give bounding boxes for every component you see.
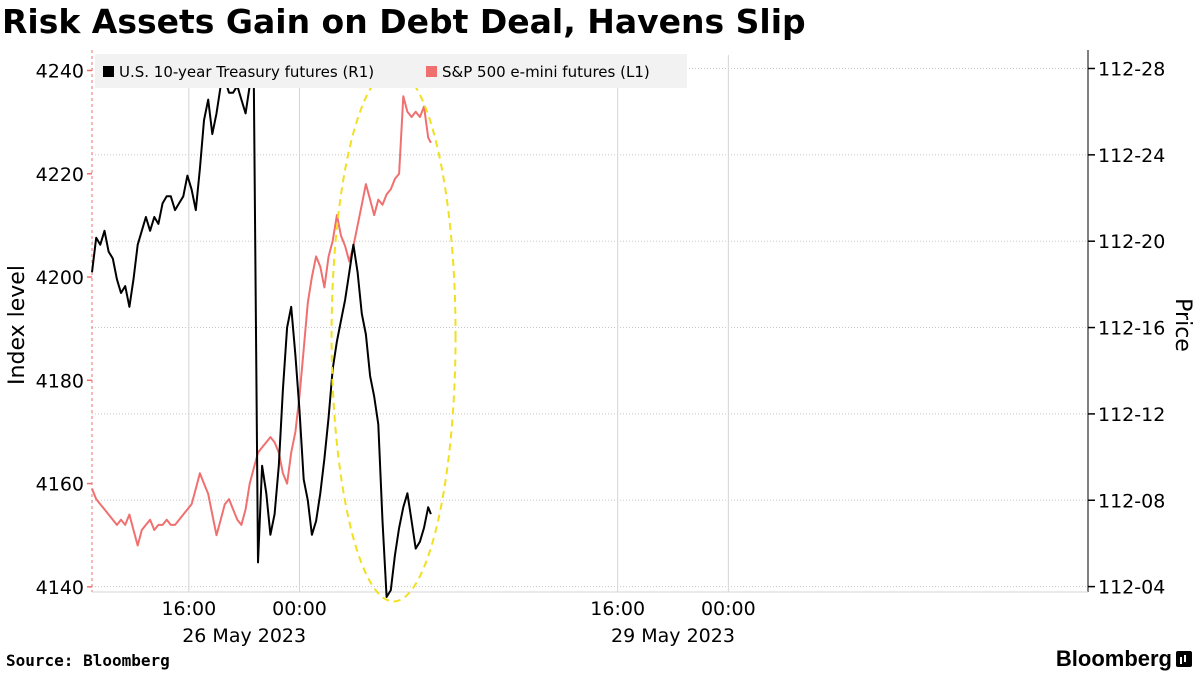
legend: U.S. 10-year Treasury futures (R1) S&P 5… xyxy=(95,54,687,88)
chart-title: Risk Assets Gain on Debt Deal, Havens Sl… xyxy=(2,2,806,41)
highlight-ellipse xyxy=(330,68,457,603)
highlight-layer xyxy=(330,68,457,603)
left-axis-label: Index level xyxy=(5,265,30,385)
left-axis-tick-label: 4140 xyxy=(36,577,84,599)
x-axis-tick-label: 00:00 xyxy=(701,598,756,620)
series-line-sp500 xyxy=(91,95,432,547)
series-line-treasury xyxy=(91,77,432,598)
x-axis-tick-label: 00:00 xyxy=(272,598,327,620)
right-axis-tick-label: 112-16 xyxy=(1098,318,1165,340)
brand-logo: Bloomberg xyxy=(1056,646,1192,672)
left-axis-tick-label: 4160 xyxy=(36,474,84,496)
x-axis-date-label: 29 May 2023 xyxy=(611,625,735,647)
brand-wordmark: Bloomberg xyxy=(1055,646,1172,671)
left-axis-tick-label: 4180 xyxy=(36,370,84,392)
x-axis-tick-label: 16:00 xyxy=(161,598,216,620)
gridlines xyxy=(92,55,1088,592)
right-axis-tick-label: 112-04 xyxy=(1098,577,1165,599)
legend-background xyxy=(95,54,687,88)
axes: 4140 4160 4180 4200 4220 4240 112-04 112-08 112-… xyxy=(36,50,1165,647)
left-axis-tick-label: 4240 xyxy=(36,60,84,82)
right-axis-label: Price xyxy=(1170,298,1195,352)
right-axis-tick-label: 112-28 xyxy=(1098,58,1165,80)
right-axis-tick-label: 112-24 xyxy=(1098,145,1165,167)
right-axis-tick-label: 112-12 xyxy=(1098,404,1165,426)
right-axis-tick-label: 112-08 xyxy=(1098,490,1165,512)
source-note: Source: Bloomberg xyxy=(6,651,170,670)
x-axis-date-label: 26 May 2023 xyxy=(182,625,306,647)
left-axis-tick-label: 4220 xyxy=(36,164,84,186)
legend-label-sp500: S&P 500 e-mini futures (L1) xyxy=(442,63,650,81)
left-axis-tick-label: 4200 xyxy=(36,267,84,289)
legend-label-treasury: U.S. 10-year Treasury futures (R1) xyxy=(119,63,374,81)
legend-swatch-treasury xyxy=(103,66,114,77)
series-layer xyxy=(91,77,432,598)
legend-swatch-sp500 xyxy=(426,66,437,77)
right-axis-tick-label: 112-20 xyxy=(1098,231,1165,253)
bloomberg-chart-icon xyxy=(1176,651,1192,667)
x-axis-tick-label: 16:00 xyxy=(590,598,645,620)
